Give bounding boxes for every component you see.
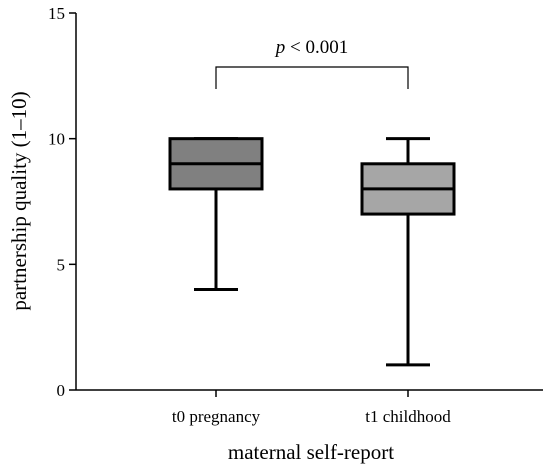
y-tick-label: 15	[48, 4, 65, 23]
x-tick-label: t0 pregnancy	[172, 407, 261, 426]
p-value-text: < 0.001	[285, 37, 348, 58]
boxes	[168, 137, 456, 367]
y-tick-label: 10	[48, 130, 65, 149]
y-tick-label: 0	[57, 381, 66, 400]
x-tick-label: t1 childhood	[365, 407, 451, 426]
significance-annotation: p < 0.001	[215, 37, 409, 89]
x-axis-title: maternal self-report	[228, 440, 394, 464]
p-value-label: p < 0.001	[274, 37, 348, 58]
y-tick-label: 5	[57, 255, 66, 274]
axes: 0 5 10 15 t0 pregnancy t1 childhood	[48, 4, 543, 426]
p-symbol: p	[274, 37, 286, 58]
significance-bracket	[215, 66, 409, 89]
y-axis-title: partnership quality (1–10)	[7, 91, 31, 310]
